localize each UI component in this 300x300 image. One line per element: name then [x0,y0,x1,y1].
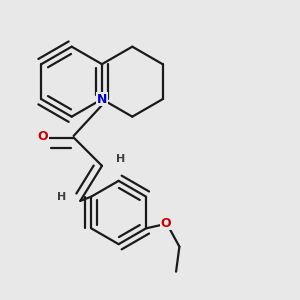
Text: N: N [97,93,107,106]
Text: H: H [57,193,67,202]
Text: O: O [37,130,48,143]
Text: H: H [116,154,125,164]
Text: O: O [161,217,171,230]
